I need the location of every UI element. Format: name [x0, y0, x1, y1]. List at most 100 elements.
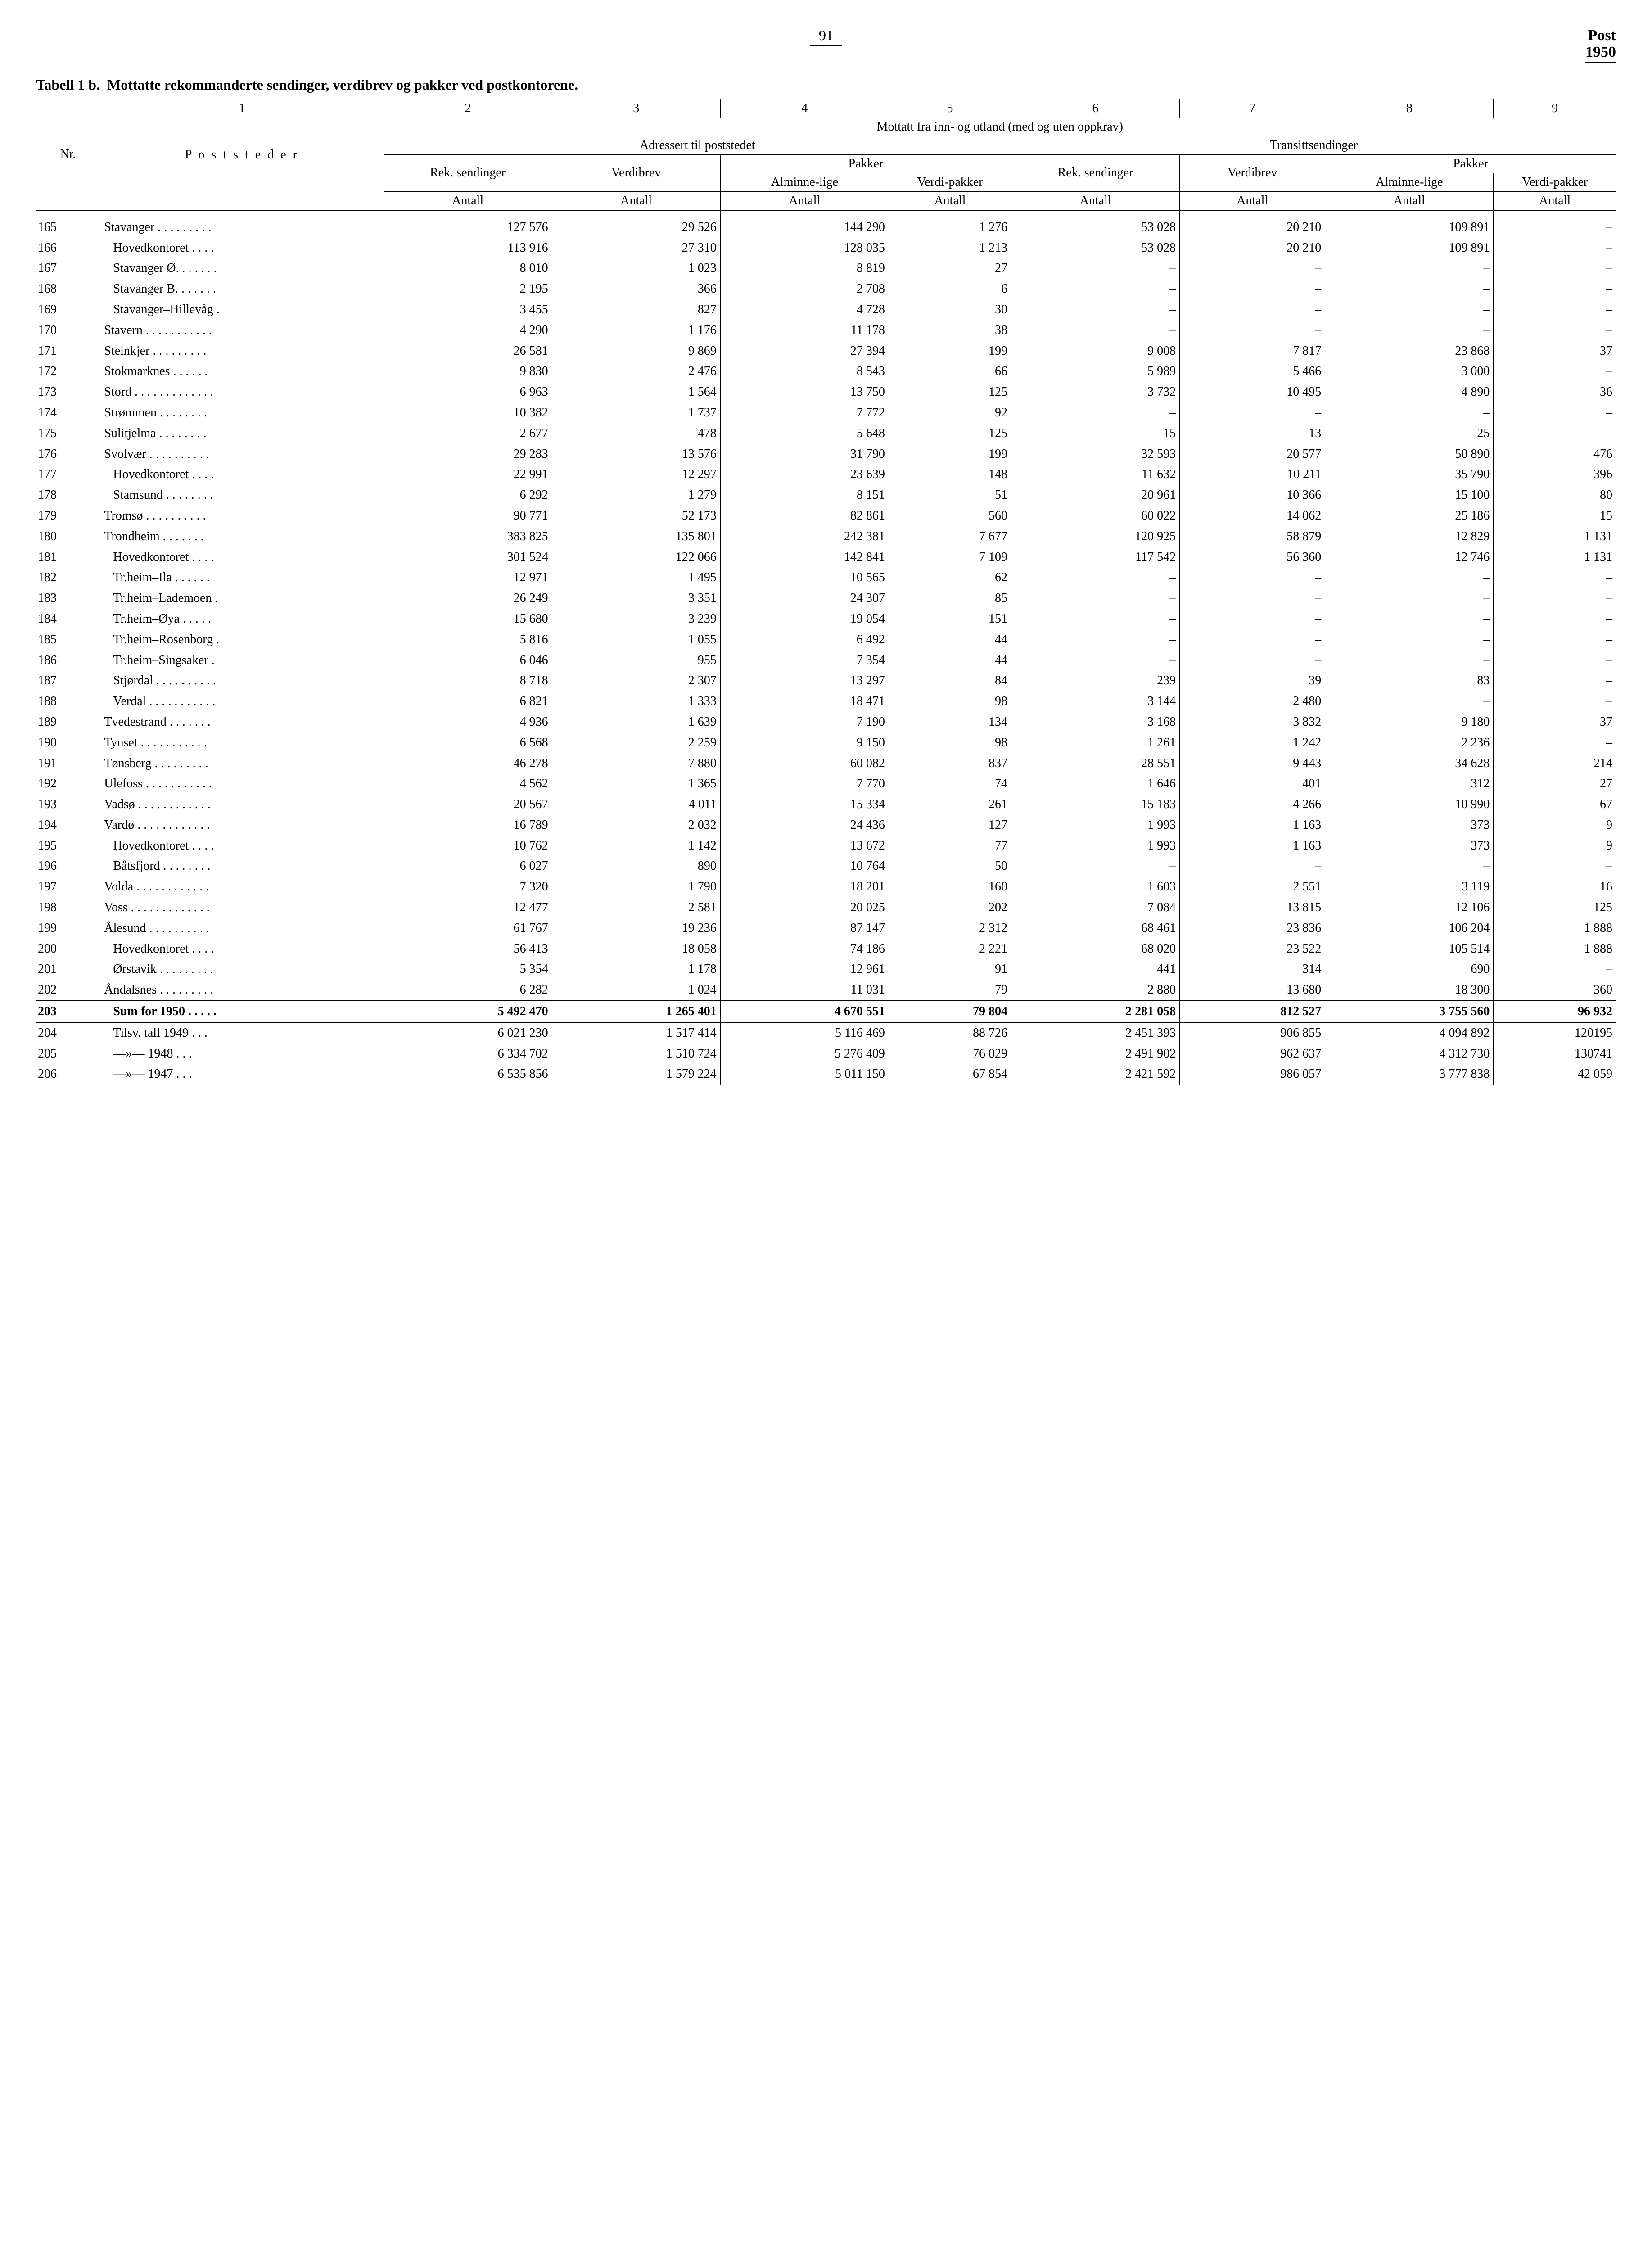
row-c5: 202 [889, 897, 1011, 918]
row-c3: 3 239 [552, 609, 720, 629]
row-nr: 195 [36, 836, 100, 856]
footer-c6: 2 421 592 [1011, 1064, 1180, 1085]
row-nr: 169 [36, 299, 100, 320]
row-c9: – [1494, 210, 1616, 238]
row-c2: 6 963 [384, 382, 552, 402]
row-c2: 6 821 [384, 691, 552, 712]
row-c2: 301 524 [384, 547, 552, 568]
row-c8: 109 891 [1325, 210, 1494, 238]
table-row: 193Vadsø . . . . . . . . . . . .20 5674 … [36, 794, 1616, 815]
table-row: 198Voss . . . . . . . . . . . . .12 4772… [36, 897, 1616, 918]
row-c4: 128 035 [720, 238, 889, 258]
row-c8: – [1325, 402, 1494, 423]
head-antall-7: Antall [1180, 191, 1325, 210]
row-c4: 5 648 [720, 423, 889, 444]
row-c9: – [1494, 423, 1616, 444]
row-c9: 37 [1494, 341, 1616, 362]
row-c6: – [1011, 299, 1180, 320]
row-c8: 3 000 [1325, 361, 1494, 382]
row-c7: – [1180, 856, 1325, 877]
row-c7: 23 836 [1180, 918, 1325, 939]
table-row: 184Tr.heim–Øya . . . . .15 6803 23919 05… [36, 609, 1616, 629]
row-c7: 3 832 [1180, 712, 1325, 732]
row-nr: 171 [36, 341, 100, 362]
row-name: Svolvær . . . . . . . . . . [100, 444, 384, 465]
row-c6: 3 144 [1011, 691, 1180, 712]
table-row: 185Tr.heim–Rosenborg .5 8161 0556 49244–… [36, 629, 1616, 650]
row-name: Ørstavik . . . . . . . . . [100, 959, 384, 980]
row-c5: 127 [889, 815, 1011, 836]
footer-c8: 4 312 730 [1325, 1044, 1494, 1064]
row-c5: 1 213 [889, 238, 1011, 258]
row-c7: 13 [1180, 423, 1325, 444]
table-row: 190Tynset . . . . . . . . . . .6 5682 25… [36, 732, 1616, 753]
row-c4: 24 307 [720, 588, 889, 609]
row-c4: 13 297 [720, 670, 889, 691]
head-pakker-1: Pakker [720, 154, 1011, 173]
row-c8: – [1325, 691, 1494, 712]
row-c7: 13 680 [1180, 980, 1325, 1001]
row-c6: – [1011, 402, 1180, 423]
row-c9: 1 888 [1494, 939, 1616, 959]
row-nr: 186 [36, 650, 100, 671]
row-c6: 1 993 [1011, 836, 1180, 856]
row-c5: 2 312 [889, 918, 1011, 939]
head-verdipakker-2: Verdi-pakker [1494, 173, 1616, 191]
row-c5: 74 [889, 773, 1011, 794]
row-c7: 20 577 [1180, 444, 1325, 465]
table-row: 189Tvedestrand . . . . . . .4 9361 6397 … [36, 712, 1616, 732]
corner-year: 1950 [1585, 44, 1616, 63]
row-nr: 201 [36, 959, 100, 980]
head-antall-9: Antall [1494, 191, 1616, 210]
row-nr: 175 [36, 423, 100, 444]
head-pakker-2: Pakker [1325, 154, 1616, 173]
page-header: 91 Post 1950 [36, 27, 1616, 63]
row-c8: 18 300 [1325, 980, 1494, 1001]
row-name: Strømmen . . . . . . . . [100, 402, 384, 423]
head-verdibrev-2: Verdibrev [1180, 154, 1325, 191]
head-alminne-2: Alminne-lige [1325, 173, 1494, 191]
row-nr: 194 [36, 815, 100, 836]
sum-c2: 5 492 470 [384, 1001, 552, 1022]
row-c3: 9 869 [552, 341, 720, 362]
row-c3: 12 297 [552, 464, 720, 485]
head-colnum-2: 2 [384, 99, 552, 118]
row-c8: 83 [1325, 670, 1494, 691]
table-row: 179Tromsø . . . . . . . . . .90 77152 17… [36, 506, 1616, 526]
row-c8: 109 891 [1325, 238, 1494, 258]
row-nr: 168 [36, 279, 100, 299]
row-c7: 9 443 [1180, 753, 1325, 774]
footer-c9: 120195 [1494, 1022, 1616, 1044]
head-rek-2: Rek. sendinger [1011, 154, 1180, 191]
row-nr: 170 [36, 320, 100, 341]
row-c7: 7 817 [1180, 341, 1325, 362]
row-c6: 1 261 [1011, 732, 1180, 753]
row-c2: 2 195 [384, 279, 552, 299]
table-row: 171Steinkjer . . . . . . . . .26 5819 86… [36, 341, 1616, 362]
row-c5: 50 [889, 856, 1011, 877]
row-c7: 5 466 [1180, 361, 1325, 382]
footer-c6: 2 491 902 [1011, 1044, 1180, 1064]
corner-top: Post [1562, 27, 1616, 44]
row-c9: 16 [1494, 877, 1616, 897]
row-c3: 2 476 [552, 361, 720, 382]
row-name: Vardø . . . . . . . . . . . . [100, 815, 384, 836]
row-c6: – [1011, 588, 1180, 609]
row-c2: 8 718 [384, 670, 552, 691]
row-c3: 1 142 [552, 836, 720, 856]
title-prefix: Tabell 1 b. [36, 77, 100, 93]
row-c7: – [1180, 609, 1325, 629]
row-c3: 2 032 [552, 815, 720, 836]
row-nr: 200 [36, 939, 100, 959]
row-c3: 1 639 [552, 712, 720, 732]
row-c6: 5 989 [1011, 361, 1180, 382]
table-row: 170Stavern . . . . . . . . . . .4 2901 1… [36, 320, 1616, 341]
sum-c9: 96 932 [1494, 1001, 1616, 1022]
row-c2: 3 455 [384, 299, 552, 320]
row-nr: 176 [36, 444, 100, 465]
row-nr: 173 [36, 382, 100, 402]
row-c2: 22 991 [384, 464, 552, 485]
row-c8: 25 186 [1325, 506, 1494, 526]
footer-row: 205—»— 1948 . . .6 334 7021 510 7245 276… [36, 1044, 1616, 1064]
head-mottatt: Mottatt fra inn- og utland (med og uten … [384, 118, 1616, 136]
